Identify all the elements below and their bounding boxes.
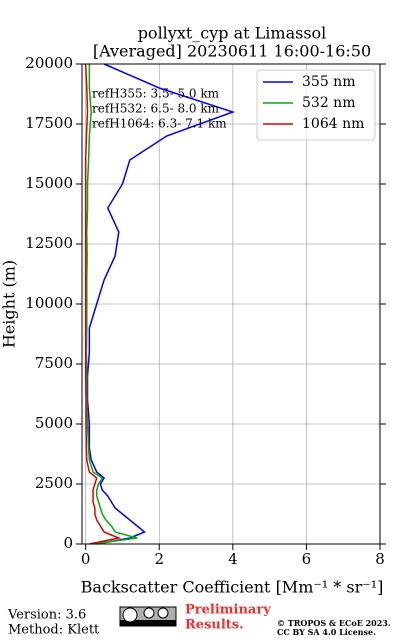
preliminary: Preliminary	[185, 603, 271, 618]
y-tick-label: 2500	[35, 474, 73, 492]
x-tick-label: 4	[228, 550, 238, 568]
annotation: refH355: 3.5- 5.0 km	[92, 87, 220, 101]
annotation: refH1064: 6.3- 7.1 km	[92, 117, 227, 131]
y-tick-label: 15000	[25, 174, 73, 192]
plot-frame	[81, 63, 381, 545]
annotation: refH532: 6.5- 8.0 km	[92, 102, 220, 116]
x-tick-label: 6	[302, 550, 312, 568]
copyright: © TROPOS & ECoE 2023.	[277, 618, 391, 628]
chart-title: pollyxt_cyp at Limassol	[138, 24, 327, 43]
profile-line	[84, 63, 122, 545]
legend-box	[256, 69, 376, 141]
y-tick-label: 17500	[25, 114, 73, 132]
preliminary: Results.	[185, 618, 244, 633]
y-tick-label: 0	[63, 534, 73, 552]
legend-label: 355 nm	[302, 74, 355, 90]
x-tick-label: 0	[81, 550, 91, 568]
y-tick-label: 12500	[25, 234, 73, 252]
method: Method: Klett	[8, 623, 100, 638]
x-axis-label: Backscatter Coefficient [Mm⁻¹ * sr⁻¹]	[81, 578, 384, 597]
y-axis-label: Height (m)	[0, 260, 19, 348]
y-tick-label: 5000	[35, 414, 73, 432]
x-tick-label: 8	[375, 550, 385, 568]
profile-line	[85, 64, 138, 545]
cc-logo	[119, 606, 177, 627]
chart-subtitle: [Averaged] 20230611 16:00-16:50	[93, 42, 371, 61]
version: Version: 3.6	[7, 608, 86, 623]
y-tick-label: 10000	[25, 294, 73, 312]
legend-label: 532 nm	[302, 95, 355, 111]
y-tick-label: 20000	[25, 54, 73, 72]
profile-line	[86, 63, 236, 545]
legend-label: 1064 nm	[302, 116, 364, 132]
copyright: CC BY SA 4.0 License.	[277, 627, 376, 637]
y-tick-label: 7500	[35, 354, 73, 372]
x-tick-label: 2	[154, 550, 164, 568]
